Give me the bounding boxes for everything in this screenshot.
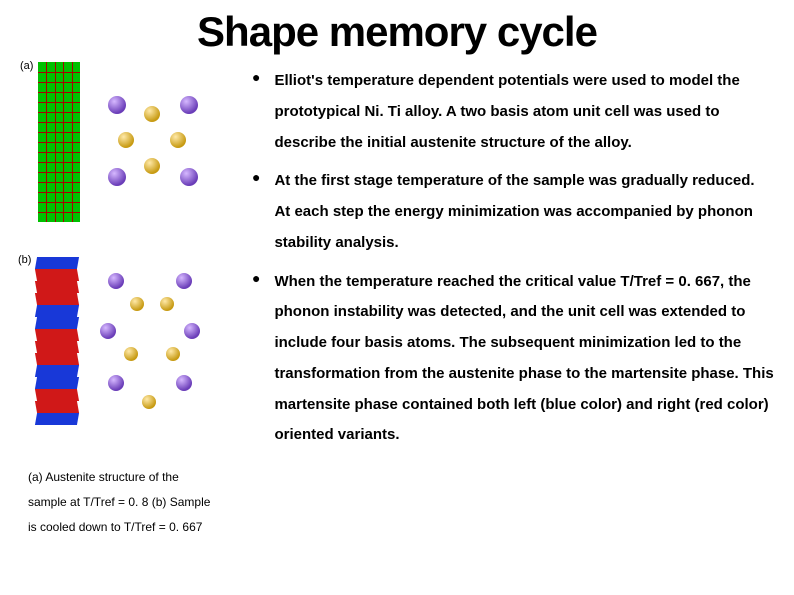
atom-gold	[124, 347, 138, 361]
martensite-sample-rect	[36, 257, 78, 425]
bullet-marker: ●	[248, 166, 274, 258]
atom-purple	[176, 273, 192, 289]
atom-purple	[184, 323, 200, 339]
atom-gold	[170, 132, 186, 148]
bullet-item: ● At the first stage temperature of the …	[248, 166, 774, 258]
bullet-marker: ●	[248, 267, 274, 452]
bullet-text: At the first stage temperature of the sa…	[274, 166, 774, 258]
figure-label-a: (a)	[20, 60, 33, 72]
atom-purple	[176, 375, 192, 391]
bullet-marker: ●	[248, 66, 274, 158]
figures-column: (a) (b)	[28, 62, 228, 459]
figure-caption: (a) Austenite structure of the sample at…	[0, 459, 220, 541]
text-column: ● Elliot's temperature dependent potenti…	[228, 62, 774, 459]
atom-purple	[180, 96, 198, 114]
atom-gold	[144, 158, 160, 174]
figure-label-b: (b)	[18, 254, 31, 266]
atom-gold	[166, 347, 180, 361]
atom-purple	[108, 96, 126, 114]
content-area: (a) (b) ● Elliot's temperature dependent…	[0, 62, 794, 459]
atom-purple	[108, 168, 126, 186]
atom-gold	[160, 297, 174, 311]
austenite-sample-rect	[38, 62, 80, 222]
atom-gold	[118, 132, 134, 148]
atom-gold	[130, 297, 144, 311]
bullet-item: ● When the temperature reached the criti…	[248, 267, 774, 452]
atom-purple	[108, 273, 124, 289]
atom-gold	[142, 395, 156, 409]
austenite-unitcell	[98, 86, 208, 196]
atom-purple	[180, 168, 198, 186]
bullet-item: ● Elliot's temperature dependent potenti…	[248, 66, 774, 158]
slide-title: Shape memory cycle	[0, 0, 794, 56]
martensite-unitcell	[90, 267, 210, 417]
atom-purple	[108, 375, 124, 391]
atom-gold	[144, 106, 160, 122]
atom-purple	[100, 323, 116, 339]
bullet-text: When the temperature reached the critica…	[274, 267, 774, 452]
bullet-text: Elliot's temperature dependent potential…	[274, 66, 774, 158]
